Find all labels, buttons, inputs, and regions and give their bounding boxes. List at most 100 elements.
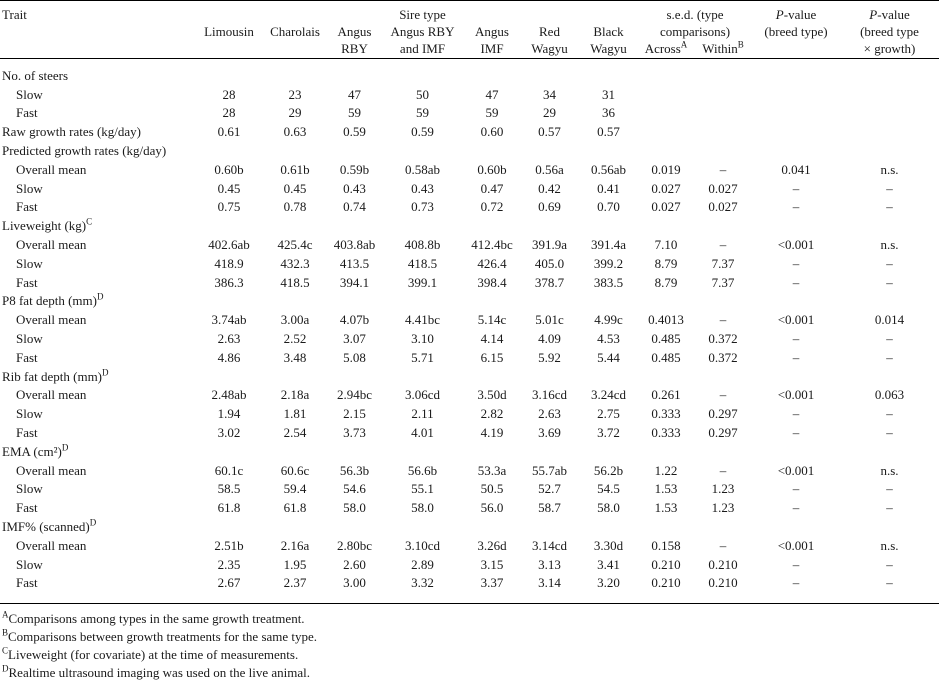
- table-row: Slow 2.35 1.95 2.60 2.89 3.15 3.13 3.41 0.210 0.2…: [0, 554, 939, 573]
- table-row: Overall mean 2.48ab 2.18a 2.94bc 3.06cd 3.50d…: [0, 385, 939, 404]
- table-cell: 6.15: [480, 349, 504, 365]
- table-cell: [328, 57, 381, 84]
- table-cell: 52.7: [538, 481, 561, 497]
- table-cell: –: [886, 274, 893, 290]
- table-cell: [520, 366, 579, 385]
- top-rule: [0, 0, 939, 1]
- table-cell: [752, 140, 840, 159]
- table-row: Slow 1.94 1.81 2.15 2.11 2.82 2.63 2.75 0.333 0.2…: [0, 403, 939, 422]
- table-cell: 1.23: [711, 481, 735, 497]
- table-cell: [196, 516, 262, 535]
- table-cell: 3.69: [538, 424, 561, 440]
- table-cell: 0.43: [343, 180, 366, 196]
- table-cell: [328, 215, 381, 234]
- table-cell: 4.19: [480, 424, 504, 440]
- table-cell: 0.297: [708, 424, 738, 440]
- table-cell: 7.10: [654, 236, 678, 252]
- table-cell: 0.56a: [535, 161, 564, 177]
- table-cell: –: [719, 387, 727, 403]
- header-trait: Trait: [2, 7, 27, 22]
- table-cell: 402.6ab: [208, 236, 250, 252]
- table-cell: 0.210: [651, 556, 681, 572]
- table-cell: 399.2: [593, 255, 624, 271]
- row-label: Fast: [16, 274, 38, 290]
- header-imf: IMF: [480, 41, 504, 56]
- table-section-row: IMF% (scanned)D: [0, 516, 939, 535]
- header-angus-imf: Angus: [475, 24, 509, 39]
- table-cell: [694, 441, 752, 460]
- table-cell: 1.53: [654, 500, 678, 516]
- table-cell: 386.3: [214, 274, 244, 290]
- row-label: IMF% (scanned)D: [2, 517, 97, 534]
- table-cell: [262, 441, 328, 460]
- table-cell: 0.019: [651, 161, 681, 177]
- table-cell: 0.60b: [477, 161, 507, 177]
- table-cell: [464, 140, 520, 159]
- table-section-row: Predicted growth rates (kg/day): [0, 140, 939, 159]
- table-cell: 403.8ab: [333, 236, 376, 252]
- table-cell: 56.2b: [593, 462, 624, 478]
- footnote: BComparisons between growth treatments f…: [2, 627, 318, 644]
- table-cell: [638, 84, 694, 103]
- table-cell: 28: [222, 86, 236, 102]
- table-row: Overall mean 3.74ab 3.00a 4.07b 4.41bc 5.14c 5…: [0, 309, 939, 328]
- table-cell: [464, 291, 520, 310]
- table-cell: [196, 140, 262, 159]
- table-cell: [381, 516, 464, 535]
- table-cell: [196, 441, 262, 460]
- table-cell: [694, 291, 752, 310]
- table-cell: [579, 366, 638, 385]
- row-label: Slow: [16, 255, 43, 271]
- table-row: Slow 28 23 47 50 47 34 31: [0, 84, 939, 103]
- table-row: Slow 2.63 2.52 3.07 3.10 4.14 4.09 4.53 0.485 0.3…: [0, 328, 939, 347]
- header-sed-comparisons: comparisons): [659, 24, 731, 39]
- table-cell: [840, 441, 939, 460]
- table-cell: n.s.: [880, 537, 899, 553]
- table-cell: [196, 57, 262, 84]
- header-pvalue-interaction: P-value: [869, 7, 910, 22]
- table-cell: 31: [602, 86, 615, 102]
- table-cell: 0.333: [651, 424, 681, 440]
- table-cell: 2.52: [283, 330, 307, 346]
- table-cell: <0.001: [777, 387, 815, 403]
- row-label: Fast: [16, 199, 38, 215]
- table-cell: 0.60: [480, 124, 504, 140]
- table-cell: –: [792, 556, 800, 572]
- table-cell: 0.261: [651, 387, 681, 403]
- table-cell: n.s.: [880, 462, 899, 478]
- table-cell: 0.45: [283, 180, 307, 196]
- table-cell: 3.32: [411, 575, 434, 591]
- table-cell: [638, 215, 694, 234]
- table-cell: [262, 291, 328, 310]
- row-label: Slow: [16, 406, 43, 422]
- table-cell: 0.75: [217, 199, 241, 215]
- table-cell: 59: [485, 105, 499, 121]
- table-cell: 58.7: [538, 500, 561, 516]
- table-cell: 0.57: [538, 124, 561, 140]
- table-row: Fast 4.86 3.48 5.08 5.71 6.15 5.92 5.44 0.485 0.3…: [0, 347, 939, 366]
- table-cell: 54.6: [343, 481, 366, 497]
- table-cell: 56.6b: [407, 462, 438, 478]
- table-cell: [328, 291, 381, 310]
- table-cell: [840, 57, 939, 84]
- table-cell: 2.16a: [280, 537, 310, 553]
- table-cell: [328, 140, 381, 159]
- table-cell: 3.16cd: [531, 387, 568, 403]
- table-cell: 58.0: [411, 500, 434, 516]
- header-wagyu-black: Wagyu: [590, 41, 627, 56]
- table-cell: 2.82: [480, 406, 504, 422]
- row-label: Fast: [16, 105, 38, 121]
- table-cell: 5.44: [597, 349, 620, 365]
- table-cell: [464, 215, 520, 234]
- table-cell: 55.7ab: [531, 462, 568, 478]
- row-label: Slow: [16, 481, 43, 497]
- table-cell: [752, 441, 840, 460]
- table-cell: [381, 57, 464, 84]
- table-cell: 4.01: [411, 424, 434, 440]
- table-cell: 2.18a: [280, 387, 310, 403]
- table-cell: [464, 366, 520, 385]
- row-label: Slow: [16, 556, 43, 572]
- table-cell: 3.37: [480, 575, 504, 591]
- table-cell: [840, 366, 939, 385]
